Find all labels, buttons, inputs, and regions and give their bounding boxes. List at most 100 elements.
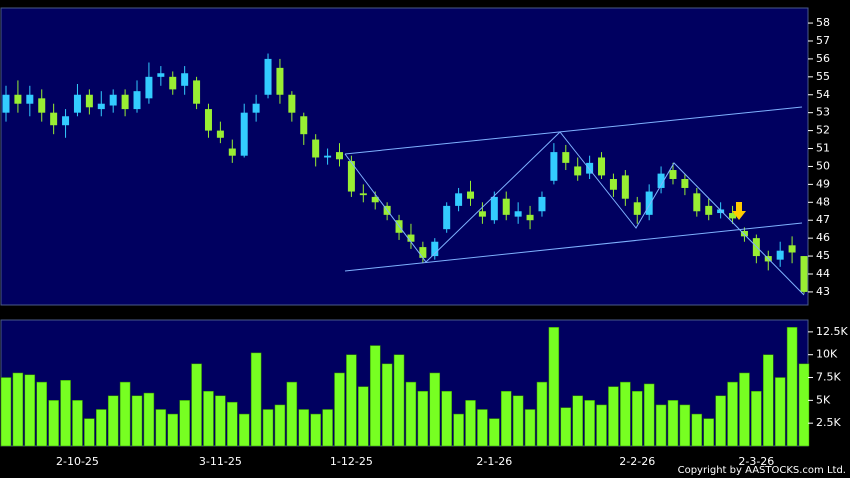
volume-bar <box>798 363 810 447</box>
volume-bar <box>238 413 250 447</box>
volume-bar <box>465 400 476 447</box>
candle-body <box>97 103 105 110</box>
x-tick-label: 2-1-26 <box>476 455 512 468</box>
candle-body <box>455 193 463 206</box>
x-tick-label: 2-2-26 <box>619 455 655 468</box>
volume-bar <box>107 395 119 447</box>
candle-body <box>228 148 236 156</box>
candle-body <box>621 175 629 199</box>
candle-body <box>50 112 58 126</box>
candle-body <box>240 112 248 156</box>
volume-bar <box>524 409 536 447</box>
candle-body <box>514 211 522 217</box>
candle-body <box>574 166 582 176</box>
candle-body <box>324 155 332 158</box>
candle-body <box>300 116 308 135</box>
volume-bar <box>167 413 178 447</box>
candle-body <box>216 130 224 138</box>
candle-body <box>26 94 34 104</box>
volume-bar <box>203 390 214 447</box>
volume-bar <box>477 409 488 447</box>
volume-bar <box>786 327 798 447</box>
volume-bar <box>346 354 357 447</box>
trend-lines <box>344 106 805 296</box>
volume-bar <box>286 381 298 447</box>
candle-body <box>38 98 46 113</box>
candle-body <box>2 94 10 113</box>
y-tick-label: 43 <box>816 285 830 298</box>
candle-body <box>538 196 546 212</box>
volume-bar <box>500 390 512 447</box>
candle-body <box>669 170 677 179</box>
candle-body <box>657 173 665 188</box>
candle-body <box>14 94 22 104</box>
y-tick-label: 49 <box>816 177 830 190</box>
volume-bar <box>763 354 774 447</box>
volume-bar <box>441 390 452 447</box>
candle-body <box>633 202 641 215</box>
volume-bar <box>322 409 333 447</box>
y-tick-label: 45 <box>816 249 830 262</box>
candle-body <box>85 94 93 108</box>
candle-body <box>169 76 177 90</box>
volume-bar <box>131 395 143 447</box>
volume-bar <box>655 404 667 447</box>
volume-bar <box>119 381 131 447</box>
candle-body <box>264 58 272 95</box>
volume-bar <box>596 404 607 447</box>
volume-bar <box>751 390 762 447</box>
candle-body <box>729 213 737 219</box>
volume-bar <box>632 390 643 447</box>
volume-bar <box>548 327 560 447</box>
candle-body <box>598 157 606 176</box>
copyright: Copyright by AASTOCKS.com Ltd. <box>678 465 846 476</box>
candle-body <box>693 193 701 212</box>
candle-body <box>490 196 498 221</box>
volume-bar <box>608 386 619 447</box>
candle-body <box>467 191 475 199</box>
candle-body <box>62 116 70 126</box>
candle-body <box>705 205 713 215</box>
y-tick-label: 46 <box>816 231 830 244</box>
candle-body <box>145 76 153 99</box>
candle-body <box>550 152 558 181</box>
candle-body <box>276 67 284 95</box>
trend-line <box>344 106 803 155</box>
candle-body <box>478 211 486 217</box>
candle-body <box>335 152 343 160</box>
y-tick-label: 55 <box>816 70 830 83</box>
volume-bar <box>453 413 464 447</box>
y-tick-label: 56 <box>816 52 830 65</box>
volume-bar <box>298 409 310 447</box>
candle-body <box>121 94 129 110</box>
signal-arrow <box>732 202 746 220</box>
volume-bar <box>679 404 691 447</box>
volume-bar <box>358 386 369 447</box>
candle-body <box>776 250 784 260</box>
volume-bar <box>274 404 286 447</box>
volume-bar <box>310 413 321 447</box>
candle-body <box>717 209 725 214</box>
volume-bar <box>24 374 36 447</box>
volume-bar <box>667 400 679 447</box>
volume-bar <box>0 377 12 447</box>
volume-bar <box>155 409 167 447</box>
volume-bar <box>334 372 345 447</box>
volume-bar <box>143 392 155 447</box>
y-tick-label: 44 <box>816 267 830 280</box>
y-tick-label: 57 <box>816 34 830 47</box>
volume-bar <box>417 390 429 447</box>
candle-body <box>181 73 189 86</box>
candle-body <box>73 94 81 113</box>
volume-bar <box>72 400 83 447</box>
y-tick-label: 54 <box>816 88 830 101</box>
volume-bar <box>512 395 524 447</box>
candle-body <box>502 198 510 215</box>
volume-bar <box>405 381 417 447</box>
volume-bar <box>643 383 655 447</box>
volume-bar <box>96 409 107 447</box>
volume-bar <box>429 372 441 447</box>
candle-body <box>645 191 653 215</box>
candle-body <box>252 103 260 113</box>
